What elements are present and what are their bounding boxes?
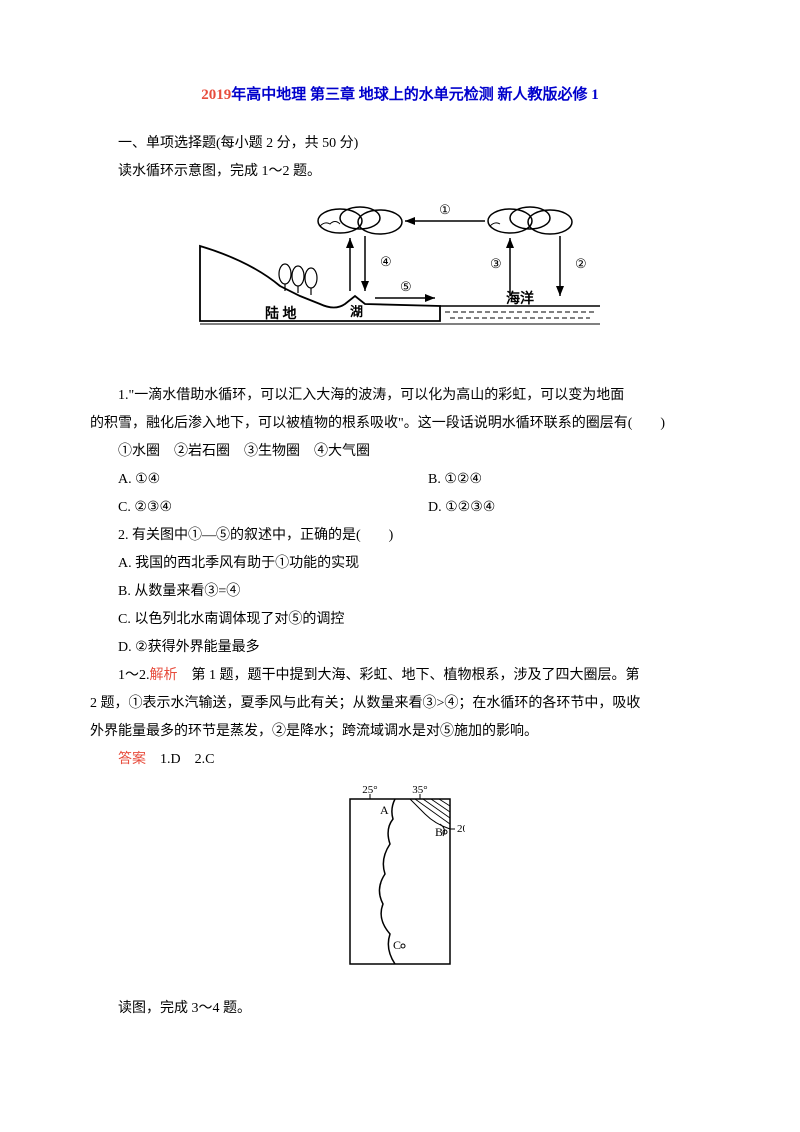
map-label-c: C bbox=[393, 938, 401, 952]
label-2: ② bbox=[575, 256, 587, 271]
answer-12: 答案 1.D 2.C bbox=[90, 746, 710, 774]
lake-label: 湖 bbox=[350, 304, 363, 319]
q2-choices: A. 我国的西北季风有助于①功能的实现 B. 从数量来看③=④ C. 以色列北水… bbox=[90, 550, 710, 662]
lat-20: 20° bbox=[457, 823, 465, 835]
answer-text: 1.D 2.C bbox=[146, 752, 214, 767]
q1-stem-1: 1."一滴水借助水循环，可以汇入大海的波涛，可以化为高山的彩虹，可以变为地面 bbox=[90, 382, 710, 410]
cloud-right bbox=[488, 207, 572, 234]
q1-choice-a: A. ①④ bbox=[90, 466, 400, 494]
lon-35: 35° bbox=[412, 784, 427, 796]
q1-choice-d: D. ①②③④ bbox=[400, 494, 710, 522]
label-4: ④ bbox=[380, 254, 392, 269]
ocean-label: 海洋 bbox=[506, 290, 534, 307]
label-5: ⑤ bbox=[400, 279, 412, 294]
q1-choice-c: C. ②③④ bbox=[90, 494, 400, 522]
map-label-a: A bbox=[380, 803, 389, 817]
q2-choice-d: D. ②获得外界能量最多 bbox=[90, 634, 710, 662]
land-label: 陆 地 bbox=[265, 305, 297, 322]
q1-choices: A. ①④ B. ①②④ C. ②③④ D. ①②③④ bbox=[90, 466, 710, 522]
analysis-12-line1: 1～2.解析 第 1 题，题干中提到大海、彩虹、地下、植物根系，涉及了四大圈层。… bbox=[90, 662, 710, 690]
map-svg: 25° 35° 20° A B C bbox=[335, 784, 465, 974]
trees-icon bbox=[279, 264, 317, 295]
cloud-left bbox=[318, 207, 402, 234]
q2-choice-a: A. 我国的西北季风有助于①功能的实现 bbox=[90, 550, 710, 578]
map-diagram: 25° 35° 20° A B C bbox=[90, 784, 710, 985]
document-title: 2019年高中地理 第三章 地球上的水单元检测 新人教版必修 1 bbox=[90, 80, 710, 110]
title-year: 2019 bbox=[201, 87, 231, 103]
q34-intro: 读图，完成 3～4 题。 bbox=[90, 995, 710, 1023]
water-cycle-diagram: ① ② ③ ④ ⑤ bbox=[90, 196, 710, 367]
analysis-text1: 第 1 题，题干中提到大海、彩虹、地下、植物根系，涉及了四大圈层。第 bbox=[178, 668, 640, 683]
title-rest: 年高中地理 第三章 地球上的水单元检测 新人教版必修 1 bbox=[231, 87, 599, 103]
answer-label: 答案 bbox=[118, 752, 146, 767]
q2-stem: 2. 有关图中①—⑤的叙述中，正确的是( ) bbox=[90, 522, 710, 550]
q1-choice-b: B. ①②④ bbox=[400, 466, 710, 494]
map-label-b: B bbox=[435, 825, 443, 839]
analysis-12-line3: 外界能量最多的环节是蒸发，②是降水；跨流域调水是对⑤施加的影响。 bbox=[90, 718, 710, 746]
q2-choice-c: C. 以色列北水南调体现了对⑤的调控 bbox=[90, 606, 710, 634]
analysis-label: 解析 bbox=[150, 668, 178, 683]
label-3: ③ bbox=[490, 256, 502, 271]
section-heading: 一、单项选择题(每小题 2 分，共 50 分) bbox=[90, 130, 710, 158]
q2-choice-b: B. 从数量来看③=④ bbox=[90, 578, 710, 606]
q1-stem-2: 的积雪，融化后渗入地下，可以被植物的根系吸收"。这一段话说明水循环联系的圈层有(… bbox=[90, 410, 710, 438]
intro-text: 读水循环示意图，完成 1～2 题。 bbox=[90, 158, 710, 186]
label-1: ① bbox=[439, 202, 451, 217]
lon-25: 25° bbox=[362, 784, 377, 796]
q1-subopts: ①水圈 ②岩石圈 ③生物圈 ④大气圈 bbox=[90, 438, 710, 466]
water-cycle-svg: ① ② ③ ④ ⑤ bbox=[190, 196, 610, 356]
analysis-prefix: 1～2. bbox=[118, 668, 150, 683]
document-page: 2019年高中地理 第三章 地球上的水单元检测 新人教版必修 1 一、单项选择题… bbox=[0, 0, 800, 1083]
analysis-12-line2: 2 题，①表示水汽输送，夏季风与此有关；从数量来看③>④；在水循环的各环节中，吸… bbox=[90, 690, 710, 718]
